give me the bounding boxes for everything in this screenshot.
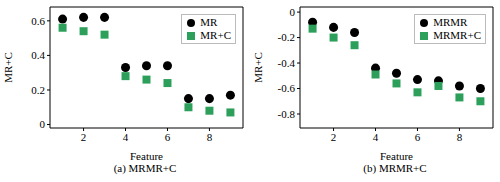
html-text:(b) MRMR+C: (b) MRMR+C [363, 162, 427, 174]
svg-text:6: 6 [415, 131, 421, 143]
svg-text:-0.6: -0.6 [278, 82, 296, 94]
svg-text:-0.4: -0.4 [278, 57, 296, 69]
html-text:MR+C: MR+C [200, 29, 231, 41]
svg-text:Feature: Feature [380, 150, 413, 160]
svg-text:0.6: 0.6 [31, 15, 45, 27]
svg-text:MR+C: MR+C [252, 52, 264, 83]
svg-text:-0.2: -0.2 [278, 31, 295, 43]
svg-text:Feature: Feature [130, 150, 163, 160]
svg-text:0.4: 0.4 [31, 49, 45, 61]
svg-text:0: 0 [290, 6, 296, 18]
svg-text:-0.8: -0.8 [278, 108, 296, 120]
html-text:MR: MR [200, 16, 218, 28]
html-text:MRMR: MRMR [433, 16, 468, 28]
svg-text:2: 2 [81, 131, 87, 143]
html-text:MRMR+C: MRMR+C [433, 29, 481, 41]
svg-text:6: 6 [165, 131, 171, 143]
svg-text:8: 8 [457, 131, 463, 143]
svg-text:4: 4 [373, 131, 379, 143]
svg-text:8: 8 [207, 131, 213, 143]
svg-text:0.2: 0.2 [31, 84, 45, 96]
html-text:(a) MRMR+C: (a) MRMR+C [113, 162, 177, 174]
svg-text:4: 4 [123, 131, 129, 143]
svg-text:MR+C: MR+C [8, 52, 14, 83]
svg-text:2: 2 [331, 131, 337, 143]
svg-text:0: 0 [40, 118, 46, 130]
